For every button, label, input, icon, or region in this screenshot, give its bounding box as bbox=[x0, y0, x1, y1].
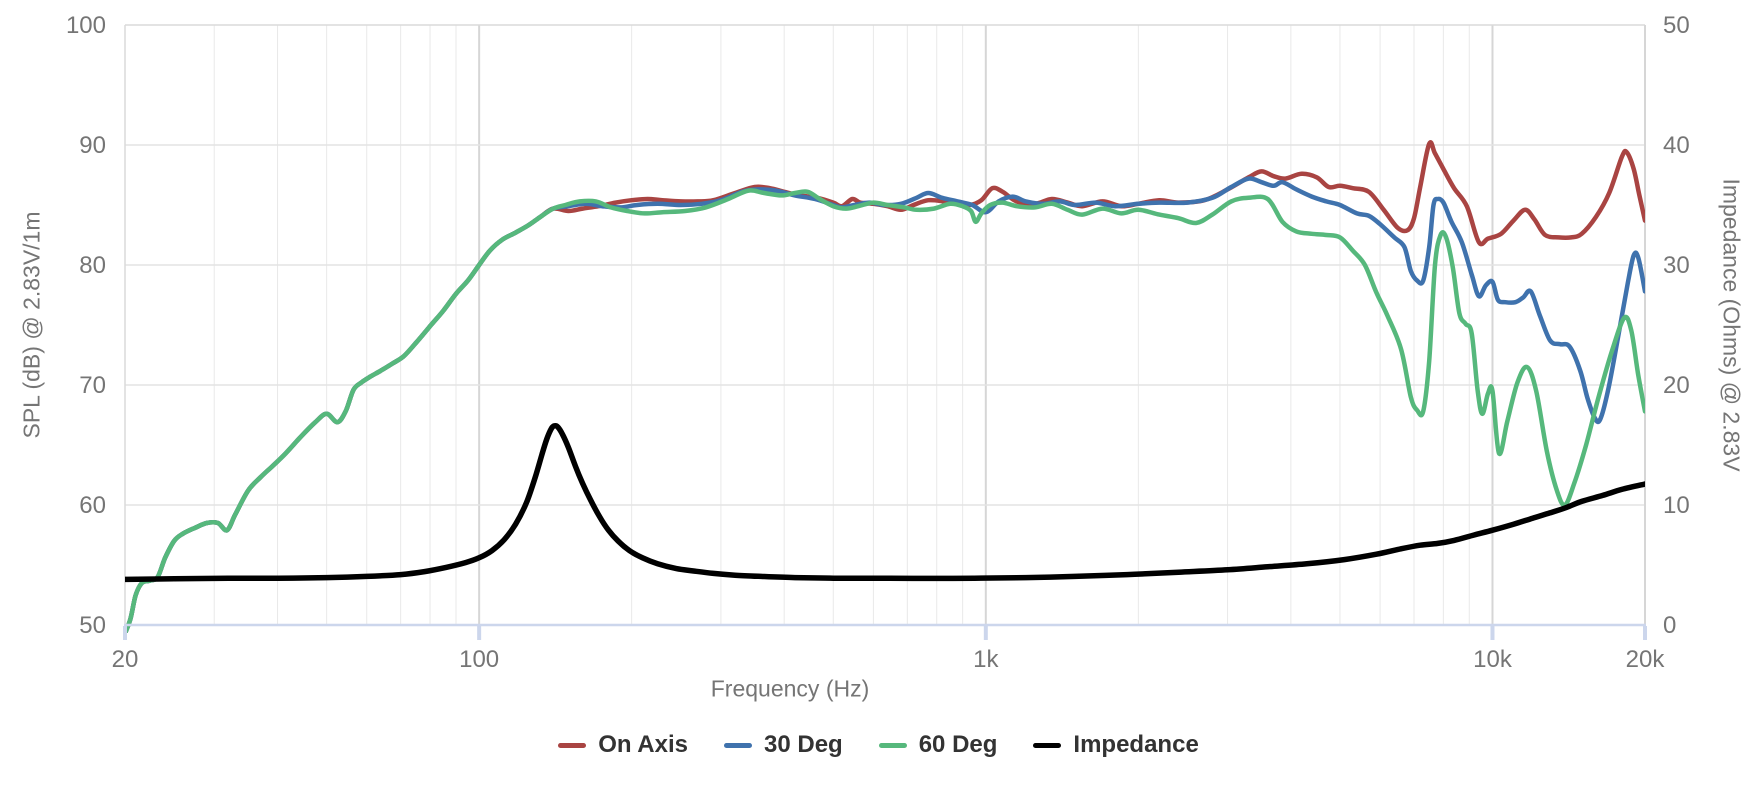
series-lines bbox=[125, 140, 1645, 633]
y-left-tick-label: 100 bbox=[66, 12, 106, 39]
x-axis bbox=[123, 623, 1647, 640]
legend-swatch-30-deg bbox=[724, 742, 752, 748]
legend-item-on-axis[interactable]: On Axis bbox=[558, 731, 688, 759]
legend-label: On Axis bbox=[598, 731, 688, 758]
series-60-deg bbox=[125, 188, 1645, 633]
x-tick-label: 1k bbox=[973, 646, 999, 673]
y-left-tick-label: 90 bbox=[79, 132, 106, 159]
legend-swatch-impedance bbox=[1033, 742, 1062, 748]
x-tick-label: 20k bbox=[1626, 646, 1666, 673]
legend: On Axis 30 Deg 60 Deg Impedance bbox=[0, 731, 1757, 759]
y-left-tick-label: 50 bbox=[79, 612, 106, 639]
y-left-tick-label: 60 bbox=[79, 492, 106, 519]
y-right-tick-label: 40 bbox=[1663, 132, 1690, 159]
x-tick-label: 10k bbox=[1473, 646, 1513, 673]
legend-label: Impedance bbox=[1073, 731, 1199, 758]
series-impedance bbox=[125, 422, 1645, 583]
legend-swatch-on-axis bbox=[558, 742, 587, 748]
x-tick-label: 100 bbox=[459, 646, 499, 673]
legend-item-impedance[interactable]: Impedance bbox=[1033, 731, 1199, 759]
legend-label: 30 Deg bbox=[764, 731, 843, 758]
gridlines bbox=[124, 24, 1646, 625]
y-right-tick-label: 30 bbox=[1663, 252, 1690, 279]
legend-swatch-60-deg bbox=[878, 742, 907, 748]
series-30-deg bbox=[125, 176, 1645, 633]
right-axis-title: Impedance (Ohms) @ 2.83V bbox=[1718, 178, 1745, 472]
y-left-tick-label: 80 bbox=[79, 252, 106, 279]
y-right-tick-label: 50 bbox=[1663, 12, 1690, 39]
legend-item-30-deg[interactable]: 30 Deg bbox=[724, 731, 843, 759]
y-right-tick-label: 20 bbox=[1663, 372, 1690, 399]
x-tick-label: 20 bbox=[112, 646, 139, 673]
y-left-tick-label: 70 bbox=[79, 372, 106, 399]
y-right-tick-label: 0 bbox=[1663, 612, 1676, 639]
legend-item-60-deg[interactable]: 60 Deg bbox=[878, 731, 998, 759]
y-right-tick-label: 10 bbox=[1663, 492, 1690, 519]
x-axis-title: Frequency (Hz) bbox=[710, 675, 870, 702]
legend-label: 60 Deg bbox=[918, 731, 998, 758]
left-axis-title: SPL (dB) @ 2.83V/1m bbox=[18, 211, 45, 439]
